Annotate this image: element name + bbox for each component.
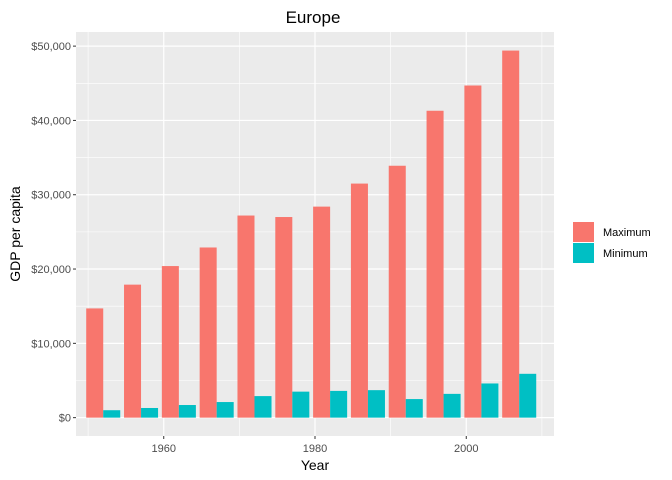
bar-maximum-2007 — [502, 50, 520, 418]
legend: Maximum Minimum — [573, 222, 651, 263]
bar-minimum-1972 — [254, 396, 272, 418]
bar-maximum-2002 — [464, 85, 482, 418]
bar-minimum-2002 — [481, 383, 499, 418]
bar-maximum-1982 — [313, 206, 331, 418]
bar-maximum-1962 — [161, 266, 179, 418]
legend-key-maximum — [573, 222, 594, 242]
y-axis: $0 $10,000 $20,000 $30,000 $40,000 $50,000 — [31, 41, 76, 425]
bar-minimum-1987 — [367, 390, 385, 418]
x-axis: 1960 1980 2000 — [151, 436, 479, 455]
bar-minimum-1982 — [330, 390, 348, 418]
bar-minimum-2007 — [519, 373, 537, 418]
bar-maximum-1972 — [237, 215, 255, 418]
x-axis-title: Year — [301, 457, 330, 473]
y-tick-label: $20,000 — [31, 264, 71, 276]
bar-maximum-1992 — [388, 165, 406, 418]
chart-title: Europe — [286, 8, 341, 27]
bar-maximum-1987 — [350, 183, 368, 418]
bar-minimum-1952 — [103, 410, 121, 418]
x-tick-label: 1960 — [151, 443, 175, 455]
bar-minimum-1957 — [141, 407, 159, 418]
x-tick-label: 1980 — [303, 443, 327, 455]
y-tick-label: $40,000 — [31, 115, 71, 127]
y-tick-label: $50,000 — [31, 41, 71, 53]
bar-maximum-1957 — [124, 284, 142, 418]
legend-key-minimum — [573, 243, 594, 263]
bars — [86, 50, 537, 418]
bar-maximum-1977 — [275, 217, 293, 418]
y-tick-label: $0 — [59, 413, 71, 425]
bar-minimum-1967 — [216, 402, 234, 418]
bar-minimum-1992 — [405, 399, 423, 418]
bar-minimum-1962 — [178, 405, 196, 418]
bar-maximum-1997 — [426, 110, 444, 418]
bar-maximum-1952 — [86, 308, 104, 418]
y-axis-title: GDP per capita — [7, 186, 23, 282]
y-tick-label: $30,000 — [31, 190, 71, 202]
legend-label-minimum: Minimum — [603, 248, 648, 260]
x-tick-label: 2000 — [454, 443, 478, 455]
y-tick-label: $10,000 — [31, 338, 71, 350]
bar-minimum-1997 — [443, 393, 461, 418]
bar-minimum-1977 — [292, 391, 310, 418]
legend-label-maximum: Maximum — [603, 227, 651, 239]
bar-maximum-1967 — [199, 247, 217, 418]
